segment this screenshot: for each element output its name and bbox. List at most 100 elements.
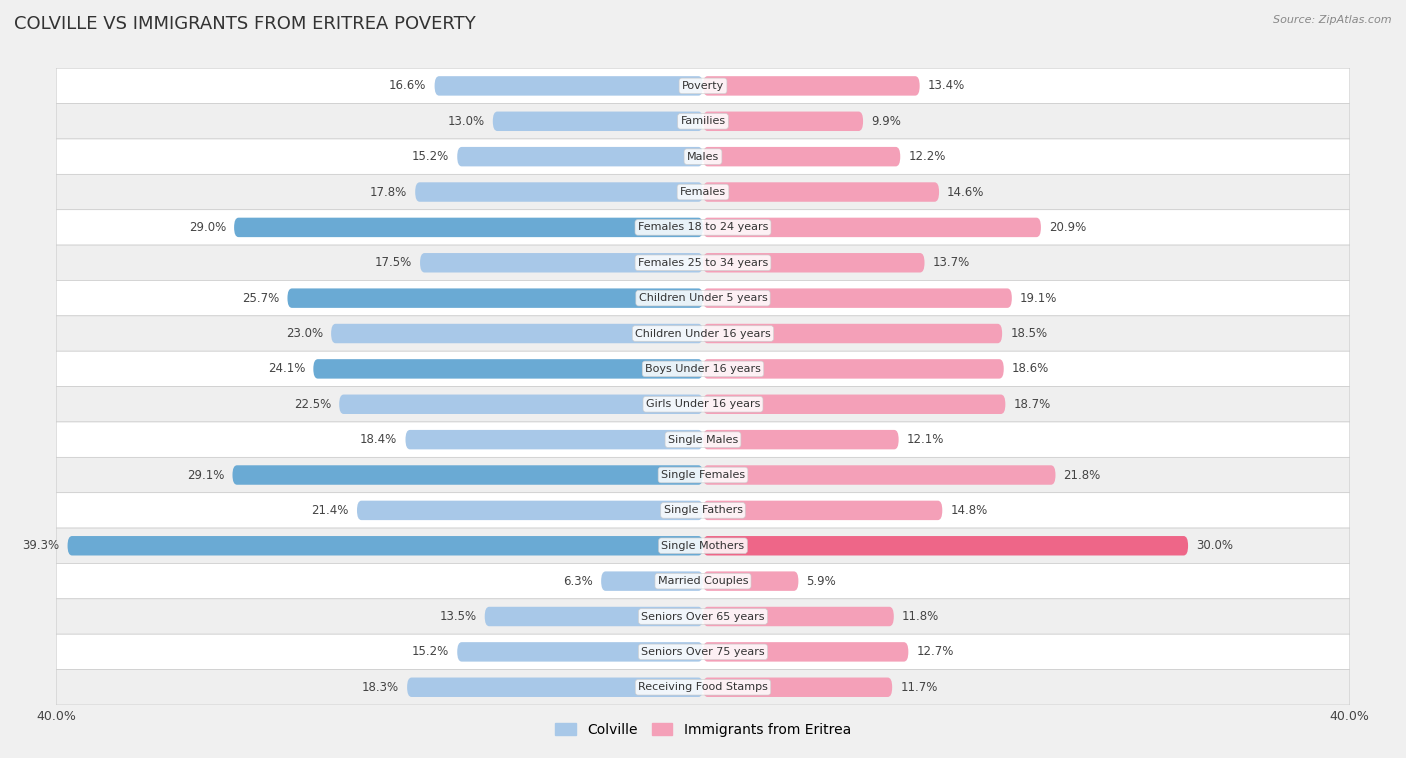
- Text: 17.5%: 17.5%: [375, 256, 412, 269]
- Text: Seniors Over 75 years: Seniors Over 75 years: [641, 647, 765, 657]
- Text: 18.4%: 18.4%: [360, 433, 398, 446]
- Text: 16.6%: 16.6%: [389, 80, 426, 92]
- Text: 30.0%: 30.0%: [1197, 539, 1233, 553]
- Text: Females 25 to 34 years: Females 25 to 34 years: [638, 258, 768, 268]
- FancyBboxPatch shape: [56, 210, 1350, 245]
- FancyBboxPatch shape: [56, 528, 1350, 563]
- Text: 18.5%: 18.5%: [1010, 327, 1047, 340]
- FancyBboxPatch shape: [56, 457, 1350, 493]
- Text: Married Couples: Married Couples: [658, 576, 748, 586]
- FancyBboxPatch shape: [703, 253, 925, 273]
- FancyBboxPatch shape: [56, 599, 1350, 634]
- FancyBboxPatch shape: [420, 253, 703, 273]
- Text: 23.0%: 23.0%: [285, 327, 323, 340]
- Text: Girls Under 16 years: Girls Under 16 years: [645, 399, 761, 409]
- Text: Single Fathers: Single Fathers: [664, 506, 742, 515]
- FancyBboxPatch shape: [415, 183, 703, 202]
- Text: Single Females: Single Females: [661, 470, 745, 480]
- FancyBboxPatch shape: [56, 563, 1350, 599]
- Text: 25.7%: 25.7%: [242, 292, 280, 305]
- FancyBboxPatch shape: [233, 218, 703, 237]
- Text: 21.8%: 21.8%: [1063, 468, 1101, 481]
- FancyBboxPatch shape: [703, 289, 1012, 308]
- FancyBboxPatch shape: [703, 359, 1004, 379]
- Text: 21.4%: 21.4%: [312, 504, 349, 517]
- Text: 17.8%: 17.8%: [370, 186, 408, 199]
- Text: 24.1%: 24.1%: [269, 362, 305, 375]
- Text: 13.7%: 13.7%: [932, 256, 970, 269]
- Text: Source: ZipAtlas.com: Source: ZipAtlas.com: [1274, 15, 1392, 25]
- Text: 6.3%: 6.3%: [564, 575, 593, 587]
- FancyBboxPatch shape: [67, 536, 703, 556]
- FancyBboxPatch shape: [287, 289, 703, 308]
- Text: Receiving Food Stamps: Receiving Food Stamps: [638, 682, 768, 692]
- Text: 13.0%: 13.0%: [447, 114, 485, 128]
- FancyBboxPatch shape: [56, 174, 1350, 210]
- FancyBboxPatch shape: [408, 678, 703, 697]
- Text: 14.6%: 14.6%: [948, 186, 984, 199]
- FancyBboxPatch shape: [703, 324, 1002, 343]
- FancyBboxPatch shape: [703, 642, 908, 662]
- Text: Single Males: Single Males: [668, 434, 738, 445]
- FancyBboxPatch shape: [703, 536, 1188, 556]
- FancyBboxPatch shape: [494, 111, 703, 131]
- FancyBboxPatch shape: [703, 183, 939, 202]
- FancyBboxPatch shape: [314, 359, 703, 379]
- Text: 11.8%: 11.8%: [901, 610, 939, 623]
- Text: 12.2%: 12.2%: [908, 150, 946, 163]
- FancyBboxPatch shape: [56, 351, 1350, 387]
- FancyBboxPatch shape: [703, 678, 893, 697]
- FancyBboxPatch shape: [457, 147, 703, 167]
- FancyBboxPatch shape: [56, 422, 1350, 457]
- FancyBboxPatch shape: [56, 68, 1350, 104]
- Text: Poverty: Poverty: [682, 81, 724, 91]
- FancyBboxPatch shape: [434, 76, 703, 96]
- Text: 11.7%: 11.7%: [900, 681, 938, 694]
- FancyBboxPatch shape: [703, 76, 920, 96]
- FancyBboxPatch shape: [339, 395, 703, 414]
- FancyBboxPatch shape: [703, 395, 1005, 414]
- FancyBboxPatch shape: [703, 111, 863, 131]
- Text: 22.5%: 22.5%: [294, 398, 332, 411]
- Text: Females 18 to 24 years: Females 18 to 24 years: [638, 222, 768, 233]
- Text: Children Under 16 years: Children Under 16 years: [636, 328, 770, 339]
- Text: 12.1%: 12.1%: [907, 433, 943, 446]
- FancyBboxPatch shape: [457, 642, 703, 662]
- Text: Males: Males: [688, 152, 718, 161]
- Text: 12.7%: 12.7%: [917, 645, 953, 659]
- FancyBboxPatch shape: [602, 572, 703, 591]
- Text: 13.4%: 13.4%: [928, 80, 965, 92]
- FancyBboxPatch shape: [703, 147, 900, 167]
- FancyBboxPatch shape: [56, 245, 1350, 280]
- Text: Children Under 5 years: Children Under 5 years: [638, 293, 768, 303]
- FancyBboxPatch shape: [703, 572, 799, 591]
- Text: 13.5%: 13.5%: [440, 610, 477, 623]
- Text: 29.0%: 29.0%: [188, 221, 226, 234]
- Legend: Colville, Immigrants from Eritrea: Colville, Immigrants from Eritrea: [550, 718, 856, 743]
- FancyBboxPatch shape: [703, 430, 898, 449]
- FancyBboxPatch shape: [703, 465, 1056, 485]
- FancyBboxPatch shape: [357, 501, 703, 520]
- Text: Single Mothers: Single Mothers: [661, 540, 745, 551]
- Text: 18.7%: 18.7%: [1014, 398, 1050, 411]
- FancyBboxPatch shape: [703, 501, 942, 520]
- FancyBboxPatch shape: [56, 280, 1350, 316]
- Text: Boys Under 16 years: Boys Under 16 years: [645, 364, 761, 374]
- Text: 5.9%: 5.9%: [807, 575, 837, 587]
- FancyBboxPatch shape: [56, 139, 1350, 174]
- Text: Females: Females: [681, 187, 725, 197]
- Text: 18.6%: 18.6%: [1012, 362, 1049, 375]
- Text: 14.8%: 14.8%: [950, 504, 987, 517]
- Text: 39.3%: 39.3%: [22, 539, 59, 553]
- FancyBboxPatch shape: [232, 465, 703, 485]
- FancyBboxPatch shape: [56, 493, 1350, 528]
- FancyBboxPatch shape: [56, 387, 1350, 422]
- FancyBboxPatch shape: [332, 324, 703, 343]
- FancyBboxPatch shape: [405, 430, 703, 449]
- FancyBboxPatch shape: [485, 606, 703, 626]
- Text: 20.9%: 20.9%: [1049, 221, 1087, 234]
- Text: Families: Families: [681, 116, 725, 127]
- Text: 18.3%: 18.3%: [361, 681, 399, 694]
- FancyBboxPatch shape: [56, 634, 1350, 669]
- Text: 15.2%: 15.2%: [412, 645, 449, 659]
